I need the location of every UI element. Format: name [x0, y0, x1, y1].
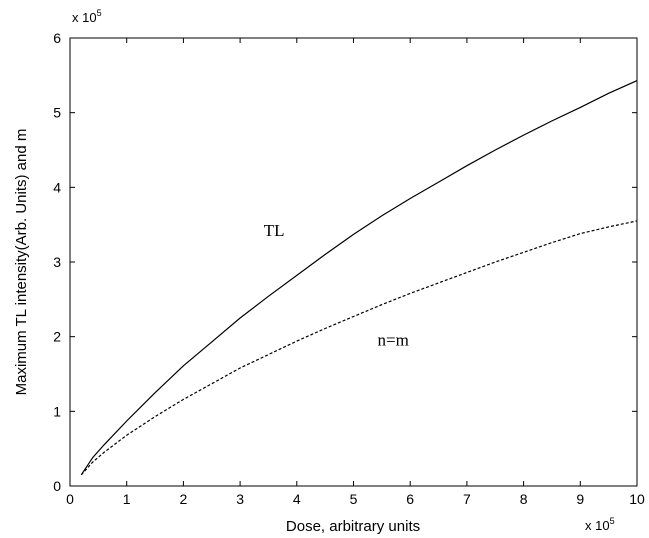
- y-axis-label: Maximum TL intensity(Arb. Units) and m: [13, 129, 30, 396]
- x-tick-label: 1: [123, 491, 131, 507]
- plot-area: [69, 37, 638, 487]
- y-tick-label: 1: [53, 403, 61, 419]
- y-tick-label: 0: [53, 478, 61, 494]
- y-tick-label: 3: [53, 254, 61, 270]
- x-axis-ticks: 0 1 2 3 4 5 6 7 8 9 10: [66, 38, 645, 507]
- x-tick-label: 4: [293, 491, 301, 507]
- y-tick-label: 2: [53, 329, 61, 345]
- x-tick-label: 2: [180, 491, 188, 507]
- x-axis-label: Dose, arbitrary units: [286, 518, 420, 535]
- annotation-label: n=m: [378, 331, 409, 350]
- x-multiplier: x 105: [585, 516, 615, 533]
- x-tick-label: 0: [66, 491, 74, 507]
- x-tick-label: 6: [406, 491, 414, 507]
- annotation-label: TL: [264, 221, 285, 240]
- series-line-dashed: [80, 220, 638, 476]
- series-line-solid: [80, 80, 638, 476]
- x-tick-label: 9: [576, 491, 584, 507]
- x-tick-label: 8: [520, 491, 528, 507]
- x-tick-label: 7: [463, 491, 471, 507]
- y-multiplier: x 105: [72, 8, 102, 25]
- y-tick-label: 6: [53, 30, 61, 46]
- series-group: [80, 80, 638, 476]
- x-tick-label: 10: [629, 491, 645, 507]
- x-tick-label: 5: [350, 491, 358, 507]
- y-axis-ticks: 0 1 2 3 4 5 6: [53, 30, 637, 494]
- y-tick-label: 5: [53, 105, 61, 121]
- x-tick-label: 3: [236, 491, 244, 507]
- y-tick-label: 4: [53, 179, 61, 195]
- annotations: TL n=m: [264, 221, 409, 350]
